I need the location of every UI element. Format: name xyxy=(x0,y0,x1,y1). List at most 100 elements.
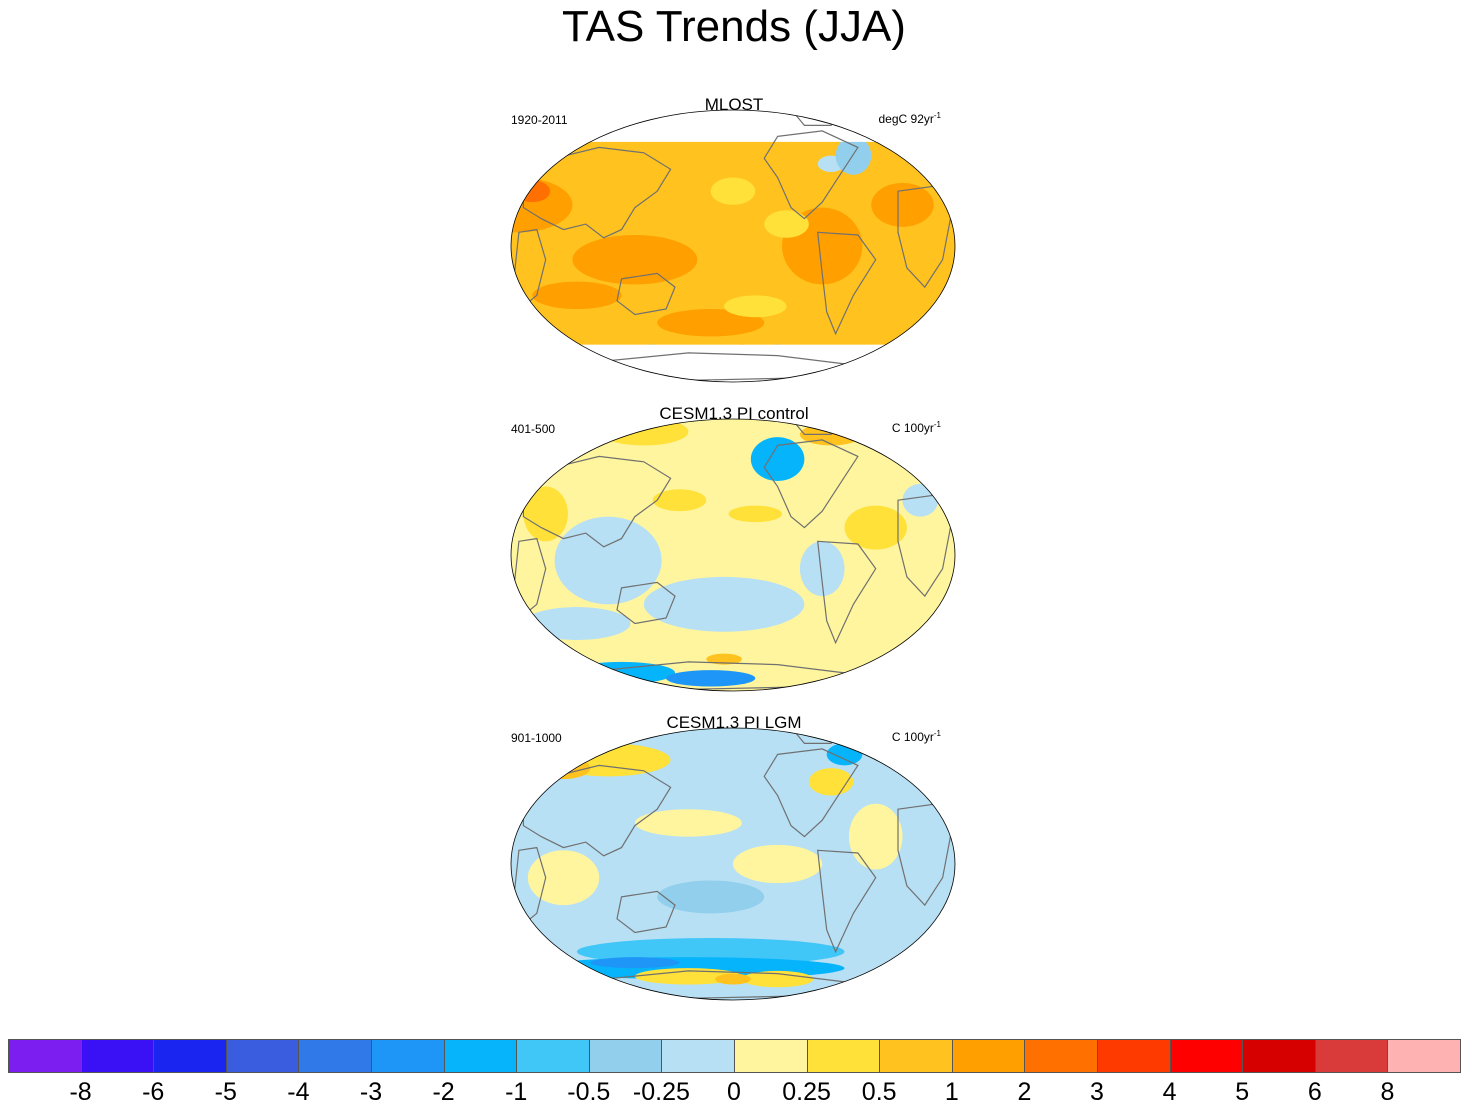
trend-region xyxy=(657,880,765,914)
colorbar-swatch xyxy=(443,1039,518,1073)
trend-region xyxy=(710,177,756,205)
colorbar-swatch xyxy=(879,1039,953,1073)
trend-region xyxy=(844,505,907,550)
coastline xyxy=(763,130,859,220)
coastline xyxy=(522,146,672,239)
coastline xyxy=(616,890,676,934)
trend-region xyxy=(728,505,783,523)
colorbar-tick-label: 0 xyxy=(727,1078,741,1106)
trend-region xyxy=(666,670,756,687)
trend-region xyxy=(871,182,934,227)
trend-region xyxy=(545,743,671,777)
colorbar-swatch xyxy=(371,1039,445,1073)
colorbar xyxy=(8,1039,1461,1073)
colorbar-swatch xyxy=(516,1039,590,1073)
coastline xyxy=(763,439,859,529)
world-map xyxy=(510,727,956,1001)
panel-units: degC 92yr-1 xyxy=(878,111,942,126)
colorbar-tick-label: -5 xyxy=(214,1078,237,1106)
colorbar-tick-label: -2 xyxy=(432,1078,455,1106)
colorbar-tick-label: -8 xyxy=(69,1078,92,1106)
colorbar-swatch xyxy=(1097,1039,1171,1073)
colorbar-tick-label: 6 xyxy=(1307,1078,1322,1106)
trend-region xyxy=(527,850,600,906)
missing-data-north xyxy=(511,110,955,142)
colorbar-swatch xyxy=(1242,1039,1316,1073)
map-panel-pi-control: CESM1.3 PI control 401-500 C 100yr-1 xyxy=(500,404,968,704)
trend-region xyxy=(733,844,823,884)
trend-region xyxy=(514,180,551,203)
missing-data-south xyxy=(511,344,955,382)
map-border xyxy=(510,418,956,692)
map-border xyxy=(510,727,956,1001)
map-field xyxy=(511,110,955,382)
colorbar-swatch xyxy=(298,1039,372,1073)
colorbar-tick-label: 1 xyxy=(944,1078,959,1106)
colorbar-tick-label: 3 xyxy=(1090,1078,1104,1106)
colorbar-swatch xyxy=(8,1039,82,1073)
panel-units: C 100yr-1 xyxy=(891,420,941,435)
colorbar-tick-label: 0.25 xyxy=(782,1078,831,1106)
trend-region xyxy=(657,309,765,337)
colorbar-swatch xyxy=(153,1039,227,1073)
colorbar-tick-label: 0.5 xyxy=(861,1078,897,1106)
trend-region xyxy=(724,295,787,318)
coastline xyxy=(522,764,672,857)
colorbar-tick-label: -6 xyxy=(142,1078,165,1106)
colorbar-swatch xyxy=(1024,1039,1098,1073)
colorbar-swatch xyxy=(734,1039,808,1073)
world-map xyxy=(510,418,956,692)
trend-region xyxy=(523,486,568,542)
trend-region xyxy=(799,541,845,597)
map-panel-pi-lgm: CESM1.3 PI LGM 901-1000 C 100yr-1 xyxy=(500,713,968,1013)
trend-region xyxy=(599,419,689,446)
colorbar-tick-label: -0.25 xyxy=(632,1078,690,1106)
coastline xyxy=(616,272,676,316)
trend-region xyxy=(750,437,805,482)
map-panel-mlost: MLOST 1920-2011 degC 92yr-1 xyxy=(500,95,968,395)
colorbar-tick-label: -3 xyxy=(359,1078,383,1106)
coastline xyxy=(522,455,672,548)
colorbar-swatch xyxy=(1314,1039,1389,1073)
colorbar-swatch xyxy=(80,1039,155,1073)
trend-region xyxy=(532,281,622,310)
trend-region xyxy=(572,235,698,285)
trend-region xyxy=(848,803,903,870)
trend-region xyxy=(523,607,631,640)
colorbar-tick-label: 2 xyxy=(1017,1078,1032,1106)
panel-title: MLOST xyxy=(704,95,764,114)
coastline xyxy=(616,581,676,625)
coastline xyxy=(817,540,877,645)
coastline xyxy=(817,231,877,336)
colorbar-tick-label: 5 xyxy=(1235,1078,1250,1106)
colorbar-tick-label: -0.5 xyxy=(567,1078,611,1106)
colorbar-tick-label: -4 xyxy=(287,1078,310,1106)
colorbar-tick-label: 4 xyxy=(1162,1078,1177,1106)
colorbar-swatch xyxy=(661,1039,735,1073)
trend-region xyxy=(764,210,809,238)
trend-region xyxy=(741,970,814,988)
trend-region xyxy=(835,136,872,175)
coastline xyxy=(763,748,859,838)
map-border xyxy=(510,109,956,383)
colorbar-swatch xyxy=(806,1039,881,1073)
colorbar-tick-label: -1 xyxy=(505,1078,528,1106)
trend-region xyxy=(902,483,939,517)
colorbar-swatch xyxy=(951,1039,1026,1073)
panel-units: C 100yr-1 xyxy=(891,729,941,744)
colorbar-swatch xyxy=(1169,1039,1244,1073)
figure-title: TAS Trends (JJA) xyxy=(562,2,906,51)
coastline xyxy=(817,849,877,954)
colorbar-swatch xyxy=(1387,1039,1461,1073)
trend-region xyxy=(643,576,805,632)
panel-title: CESM1.3 PI control xyxy=(659,404,809,423)
trend-region xyxy=(634,809,742,837)
trend-region xyxy=(554,516,662,605)
panel-title: CESM1.3 PI LGM xyxy=(666,713,802,732)
colorbar-tick-label: 8 xyxy=(1380,1078,1395,1106)
colorbar-swatch xyxy=(588,1039,663,1073)
trend-region xyxy=(706,653,742,665)
world-map xyxy=(510,109,956,383)
trend-region xyxy=(590,957,680,969)
trend-region xyxy=(652,489,707,512)
